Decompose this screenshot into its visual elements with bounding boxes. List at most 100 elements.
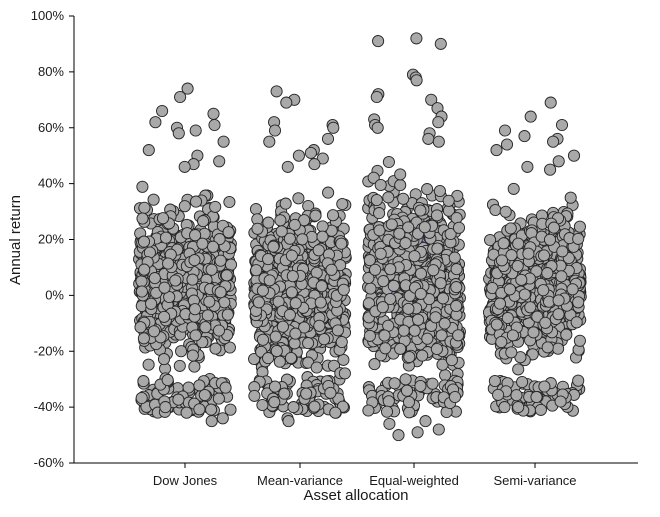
- outlier-point: [547, 135, 560, 148]
- point: [138, 263, 151, 276]
- outlier-point: [180, 406, 193, 419]
- point: [382, 155, 395, 169]
- point: [388, 377, 401, 390]
- point: [373, 207, 386, 220]
- outlier-point: [432, 135, 445, 148]
- point: [488, 374, 501, 388]
- outlier-point: [410, 74, 423, 87]
- point: [268, 396, 281, 409]
- outlier-point: [411, 426, 424, 439]
- point: [412, 313, 425, 326]
- point: [283, 232, 296, 245]
- point: [426, 377, 439, 390]
- outlier-point: [419, 415, 432, 428]
- outlier-point: [268, 124, 282, 137]
- point: [175, 345, 188, 358]
- y-tick-label: 100%: [31, 8, 65, 23]
- outlier-point: [434, 37, 447, 50]
- point: [251, 222, 264, 235]
- outlier-point: [321, 132, 335, 145]
- outlier-point: [316, 152, 329, 165]
- point: [316, 230, 329, 243]
- point: [213, 233, 226, 246]
- point: [531, 310, 544, 323]
- point: [369, 263, 382, 276]
- point: [196, 237, 209, 250]
- point: [408, 250, 421, 263]
- outlier-point: [156, 104, 169, 118]
- point: [362, 404, 375, 417]
- point: [572, 374, 585, 387]
- point: [178, 200, 191, 213]
- point: [434, 277, 447, 290]
- point: [276, 320, 289, 333]
- point: [418, 221, 431, 234]
- outlier-point: [432, 116, 445, 129]
- point: [135, 275, 148, 288]
- point: [564, 191, 577, 204]
- point: [402, 302, 415, 315]
- point: [252, 296, 265, 309]
- point: [430, 342, 443, 356]
- point: [495, 254, 508, 267]
- point: [427, 264, 440, 277]
- point: [337, 283, 350, 296]
- x-tick-label: Dow Jones: [153, 473, 218, 488]
- point: [493, 297, 507, 310]
- outlier-point: [217, 135, 230, 148]
- point: [552, 294, 565, 307]
- point: [256, 398, 269, 412]
- point: [403, 406, 416, 419]
- point: [186, 349, 199, 362]
- point: [538, 380, 551, 393]
- point: [397, 324, 410, 337]
- point: [274, 214, 287, 227]
- point: [326, 209, 340, 222]
- point: [300, 387, 313, 400]
- point: [367, 171, 380, 184]
- point: [308, 400, 321, 413]
- point: [172, 393, 185, 406]
- point: [288, 218, 301, 231]
- point: [214, 286, 227, 299]
- point: [205, 403, 218, 416]
- outlier-point: [370, 90, 383, 104]
- point: [292, 192, 305, 205]
- point: [302, 337, 315, 350]
- point: [296, 233, 309, 246]
- point: [289, 297, 302, 310]
- point: [539, 316, 552, 329]
- outlier-point: [304, 146, 317, 159]
- point: [442, 194, 455, 207]
- point: [173, 359, 186, 372]
- point: [555, 270, 568, 283]
- outlier-point: [555, 118, 569, 132]
- outlier-point: [410, 32, 423, 45]
- point: [212, 392, 225, 405]
- point: [452, 329, 465, 342]
- point: [495, 335, 508, 349]
- point: [408, 324, 421, 337]
- point: [445, 354, 458, 367]
- point: [309, 209, 322, 222]
- point: [318, 333, 331, 346]
- point: [414, 267, 428, 280]
- point: [504, 222, 517, 235]
- point: [498, 401, 511, 414]
- point: [193, 379, 206, 392]
- point: [572, 232, 585, 245]
- point: [436, 292, 450, 305]
- point: [378, 329, 391, 342]
- point: [490, 318, 503, 331]
- point: [188, 254, 201, 267]
- point: [137, 332, 150, 345]
- point: [516, 375, 529, 389]
- point: [313, 319, 326, 332]
- point: [552, 342, 565, 355]
- point: [379, 342, 392, 355]
- point: [322, 186, 335, 199]
- point: [262, 352, 275, 365]
- point: [335, 335, 348, 349]
- point: [384, 292, 397, 306]
